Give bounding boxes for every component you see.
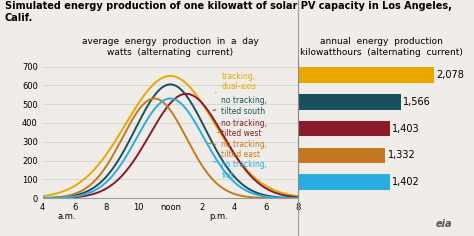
Text: tracking,
dual-axis: tracking, dual-axis [215, 72, 256, 93]
Bar [298, 94, 401, 110]
Text: no tracking,
tilted west: no tracking, tilted west [218, 119, 267, 138]
Text: a.m.: a.m. [57, 212, 76, 221]
Text: Simulated energy production of one kilowatt of solar PV capacity in Los Angeles,: Simulated energy production of one kilow… [5, 1, 452, 23]
Text: 1,566: 1,566 [403, 97, 430, 107]
Bar [298, 148, 385, 163]
Text: 1,332: 1,332 [387, 150, 415, 160]
Text: p.m.: p.m. [209, 212, 228, 221]
Text: no tracking,
flat: no tracking, flat [213, 160, 267, 180]
Title: average  energy  production  in  a  day
watts  (alternating  current): average energy production in a day watts… [82, 38, 259, 57]
Bar [298, 67, 435, 83]
Text: no tracking,
tilted east: no tracking, tilted east [208, 140, 267, 159]
Text: 1,403: 1,403 [392, 124, 420, 134]
Text: 1,402: 1,402 [392, 177, 420, 187]
Title: annual  energy  production
kilowatthours  (alternating  current): annual energy production kilowatthours (… [300, 38, 463, 57]
Text: no tracking,
tilted south: no tracking, tilted south [213, 96, 267, 116]
Text: eia: eia [436, 219, 453, 228]
Bar [298, 121, 390, 136]
Text: 2,078: 2,078 [437, 70, 465, 80]
Bar [298, 174, 390, 190]
